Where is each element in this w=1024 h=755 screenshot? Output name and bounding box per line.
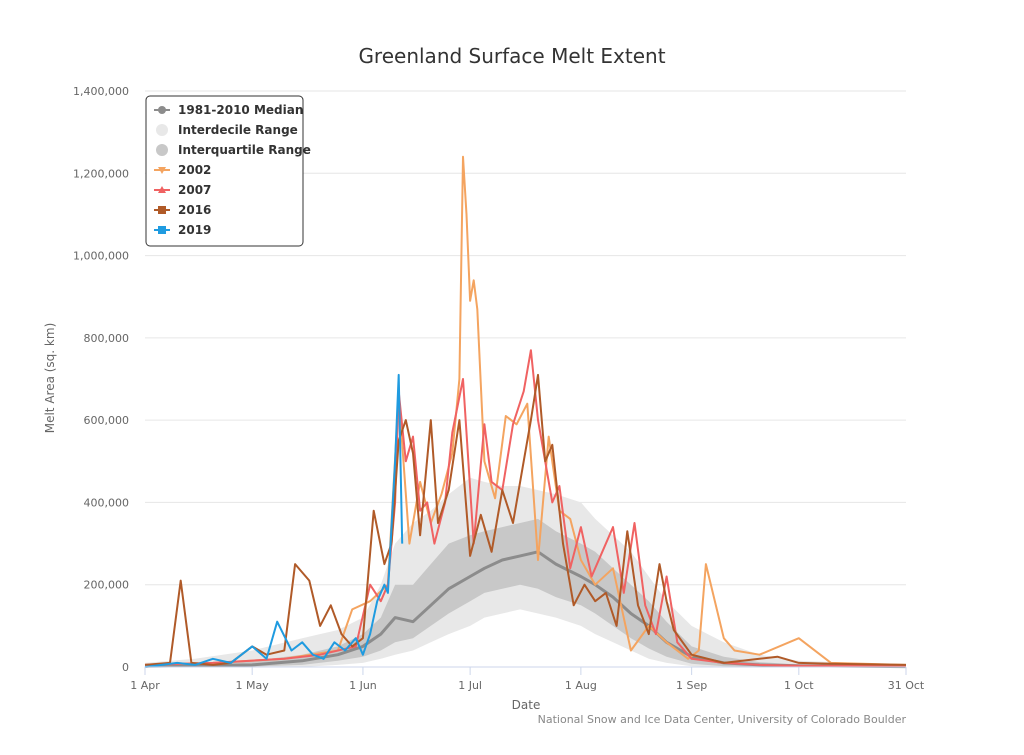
legend-marker — [156, 144, 168, 156]
series-line-2019 — [144, 373, 404, 668]
x-axis-label: Date — [512, 698, 541, 712]
series-lines — [144, 155, 907, 669]
y-tick-label: 1,400,000 — [73, 85, 129, 98]
legend-label: 2019 — [178, 223, 211, 237]
legend-marker — [158, 206, 166, 214]
legend-box — [145, 95, 304, 247]
chart-title: Greenland Surface Melt Extent — [358, 44, 666, 68]
y-tick-label: 1,000,000 — [73, 250, 129, 263]
chart-credits: National Snow and Ice Data Center, Unive… — [537, 713, 906, 726]
legend-label: Interquartile Range — [178, 143, 311, 157]
x-tick-label: 1 Oct — [784, 679, 814, 692]
x-tick-label: 31 Oct — [888, 679, 925, 692]
legend-marker — [158, 167, 166, 174]
legend-label: 1981-2010 Median — [178, 103, 303, 117]
interquartile-band — [145, 518, 906, 667]
legend-item: Interquartile Range — [156, 143, 311, 157]
y-tick-label: 1,200,000 — [73, 167, 129, 180]
axes: 0 200,000 400,000 600,000 800,000 1,000,000 1,… — [73, 85, 925, 692]
x-tick-label: 1 Jul — [458, 679, 482, 692]
legend-item: 2002 — [154, 163, 211, 177]
y-tick-label: 400,000 — [84, 496, 130, 509]
legend-item: 2019 — [154, 223, 211, 237]
legend-label: 2016 — [178, 203, 211, 217]
legend: 1981-2010 Median Interdecile Range Interqu… — [145, 95, 311, 247]
legend-marker — [158, 106, 166, 114]
y-tick-label: 200,000 — [84, 579, 130, 592]
legend-marker — [158, 186, 166, 193]
x-tick-label: 1 Jun — [349, 679, 377, 692]
legend-item: 1981-2010 Median — [154, 103, 303, 117]
y-tick-label: 800,000 — [84, 332, 130, 345]
x-tick-label: 1 Aug — [565, 679, 597, 692]
legend-label: 2002 — [178, 163, 211, 177]
legend-label: 2007 — [178, 183, 211, 197]
legend-item: Interdecile Range — [156, 123, 298, 137]
y-tick-label: 600,000 — [84, 414, 130, 427]
y-tick-label: 0 — [122, 661, 129, 674]
legend-label: Interdecile Range — [178, 123, 298, 137]
legend-item: 2016 — [154, 203, 211, 217]
y-axis-label: Melt Area (sq. km) — [43, 323, 57, 434]
x-tick-label: 1 May — [236, 679, 270, 692]
x-tick-label: 1 Sep — [676, 679, 707, 692]
legend-marker — [158, 226, 166, 234]
legend-item: 2007 — [154, 183, 211, 197]
legend-marker — [156, 124, 168, 136]
x-tick-label: 1 Apr — [130, 679, 160, 692]
median-line — [144, 550, 907, 669]
range-bands — [145, 477, 906, 667]
series-line-2016 — [144, 373, 907, 666]
